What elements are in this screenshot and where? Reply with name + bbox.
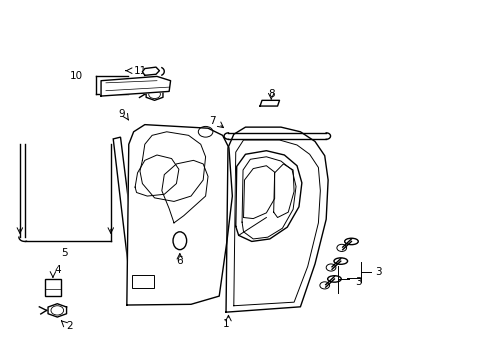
Text: 4: 4: [54, 265, 61, 275]
Text: 7: 7: [209, 116, 216, 126]
Text: 1: 1: [223, 319, 229, 329]
Bar: [131, 275, 153, 288]
Text: 5: 5: [61, 248, 68, 258]
Text: 3: 3: [374, 267, 381, 277]
Text: 9: 9: [119, 109, 125, 119]
Polygon shape: [140, 132, 205, 202]
Polygon shape: [225, 127, 327, 312]
Bar: [45, 279, 61, 296]
Polygon shape: [101, 76, 170, 96]
Polygon shape: [142, 67, 159, 75]
Text: 2: 2: [151, 77, 158, 87]
Text: 11: 11: [133, 66, 146, 76]
Text: 8: 8: [267, 89, 274, 99]
Text: 10: 10: [70, 71, 83, 81]
Text: 6: 6: [176, 256, 183, 266]
Text: 3: 3: [355, 277, 361, 287]
Polygon shape: [260, 100, 279, 106]
Text: 2: 2: [66, 321, 73, 331]
Polygon shape: [235, 151, 301, 242]
Polygon shape: [126, 125, 232, 305]
